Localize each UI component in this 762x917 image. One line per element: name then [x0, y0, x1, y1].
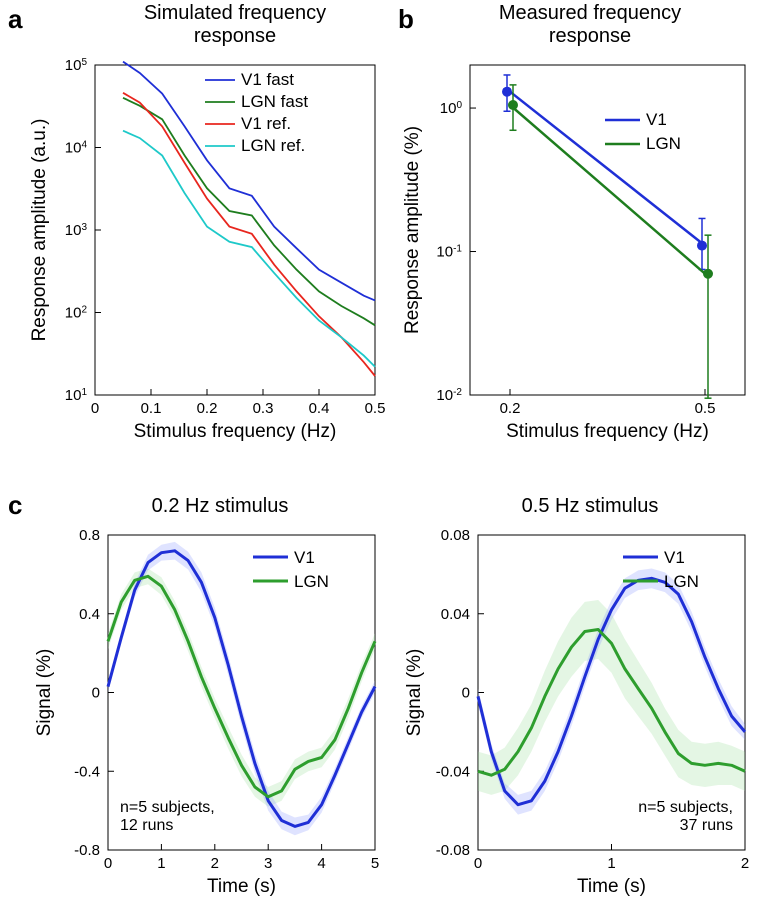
legend-a-item-2: V1 ref.: [241, 114, 291, 133]
svg-text:3: 3: [264, 855, 272, 872]
legend-b-item-1: LGN: [646, 134, 681, 153]
panel-letter-a: a: [8, 4, 22, 35]
title-b: Measured frequencyresponse: [430, 2, 750, 48]
svg-text:0.2: 0.2: [197, 400, 218, 417]
svg-text:-0.4: -0.4: [74, 763, 100, 780]
chart-c-left: 0 1 2 3 4 5 -0.8 -0.4 0 0.4 0.8 Time (s) Signal (%) V…: [30, 520, 390, 915]
svg-text:10-2: 10-2: [436, 387, 462, 405]
legend-b-item-0: V1: [646, 110, 667, 129]
note-text: n=5 subjects,: [638, 799, 733, 816]
legend-c2-item-1: LGN: [664, 572, 699, 591]
legend-a-item-3: LGN ref.: [241, 136, 305, 155]
svg-text:0.5: 0.5: [695, 400, 716, 417]
legend-c1-item-0: V1: [294, 548, 315, 567]
legend-c1-item-1: LGN: [294, 572, 329, 591]
svg-text:0: 0: [462, 685, 470, 702]
svg-text:104: 104: [65, 139, 88, 157]
svg-text:Response amplitude (a.u.): Response amplitude (a.u.): [30, 119, 50, 342]
panel-letter-c: c: [8, 490, 22, 521]
svg-text:102: 102: [65, 304, 88, 322]
svg-text:0.4: 0.4: [309, 400, 330, 417]
svg-text:1: 1: [607, 855, 615, 872]
svg-text:0.1: 0.1: [141, 400, 162, 417]
svg-text:Time (s): Time (s): [577, 876, 646, 897]
legend-c2-item-0: V1: [664, 548, 685, 567]
svg-text:0: 0: [474, 855, 482, 872]
svg-text:1: 1: [157, 855, 165, 872]
svg-text:0: 0: [91, 400, 99, 417]
svg-text:-0.04: -0.04: [436, 763, 470, 780]
svg-text:0.04: 0.04: [441, 606, 470, 623]
note-text: n=5 subjects,: [120, 799, 215, 816]
svg-text:101: 101: [65, 387, 88, 405]
panel-letter-b: b: [398, 4, 414, 35]
svg-text:100: 100: [440, 100, 463, 118]
svg-text:0.08: 0.08: [441, 527, 470, 544]
svg-text:2: 2: [211, 855, 219, 872]
svg-text:Time (s): Time (s): [207, 876, 276, 897]
svg-text:Response amplitude (%): Response amplitude (%): [402, 126, 423, 334]
svg-text:5: 5: [371, 855, 379, 872]
svg-text:4: 4: [317, 855, 325, 872]
chart-a: 0 0.1 0.2 0.3 0.4 0.5 101 102 103 104 105 Stimulus …: [30, 45, 390, 455]
svg-text:Stimulus frequency (Hz): Stimulus frequency (Hz): [506, 421, 709, 442]
svg-text:0.5: 0.5: [365, 400, 386, 417]
svg-text:-0.8: -0.8: [74, 842, 100, 859]
svg-text:0.3: 0.3: [253, 400, 274, 417]
svg-text:0: 0: [92, 685, 100, 702]
svg-text:0: 0: [104, 855, 112, 872]
svg-text:-0.08: -0.08: [436, 842, 470, 859]
chart-b: 0.2 0.5 10-2 10-1 100 Stimulus frequency (Hz)…: [400, 45, 760, 455]
svg-text:105: 105: [65, 57, 88, 75]
svg-text:0.2: 0.2: [500, 400, 521, 417]
svg-text:0.4: 0.4: [79, 606, 100, 623]
svg-text:Stimulus frequency (Hz): Stimulus frequency (Hz): [134, 421, 337, 442]
svg-text:103: 103: [65, 222, 88, 240]
title-a: Simulated frequencyresponse: [75, 2, 395, 48]
legend-a-item-1: LGN fast: [241, 92, 308, 111]
title-c-right: 0.5 Hz stimulus: [430, 495, 750, 518]
svg-text:10-1: 10-1: [436, 243, 462, 260]
title-c-left: 0.2 Hz stimulus: [60, 495, 380, 518]
note-text: 37 runs: [680, 817, 733, 834]
svg-text:0.8: 0.8: [79, 527, 100, 544]
svg-text:2: 2: [741, 855, 749, 872]
legend-a-item-0: V1 fast: [241, 70, 294, 89]
note-text: 12 runs: [120, 817, 173, 834]
svg-text:Signal (%): Signal (%): [34, 649, 55, 737]
chart-c-right: 0 1 2 -0.08 -0.04 0 0.04 0.08 Time (s) Signal (%)…: [400, 520, 760, 915]
svg-text:Signal (%): Signal (%): [404, 649, 425, 737]
